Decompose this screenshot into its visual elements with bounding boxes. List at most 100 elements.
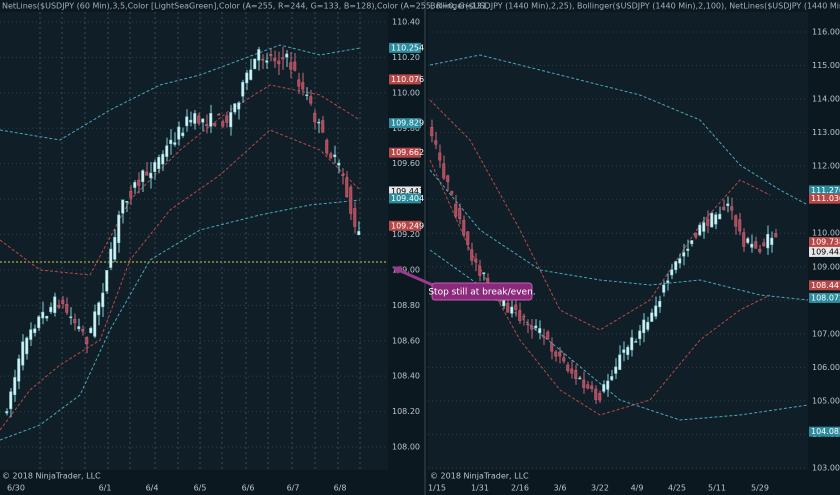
candle-body: [694, 233, 698, 238]
candle-body: [269, 54, 273, 57]
y-axis-label: 106.00: [812, 363, 840, 372]
candle-body: [530, 326, 534, 330]
price-badge-text: 109.738: [811, 238, 840, 247]
candle-body: [305, 94, 309, 97]
candle-body: [470, 249, 474, 261]
y-axis-label: 108.80: [392, 301, 420, 310]
price-badge-text: 104.083: [811, 427, 840, 436]
candle-body: [345, 177, 349, 197]
x-axis-label: 6/7: [287, 484, 300, 493]
candle-body: [53, 296, 57, 313]
candle-body: [197, 115, 201, 124]
candle-body: [430, 127, 434, 137]
x-axis-label: 4/9: [631, 484, 644, 493]
candle-body: [73, 318, 77, 324]
x-axis-label: 5/11: [708, 484, 726, 493]
candle-body: [506, 303, 510, 313]
price-badge-text: 110.254: [391, 43, 424, 52]
candle-body: [442, 163, 446, 179]
candle-body: [17, 358, 21, 382]
candle-body: [634, 341, 638, 343]
candle-body: [301, 82, 305, 90]
candle-body: [550, 343, 554, 352]
candle-body: [770, 237, 774, 245]
candle-body: [153, 162, 157, 172]
x-axis-label: 6/30: [7, 484, 25, 493]
candle-body: [353, 208, 357, 227]
candle-body: [201, 118, 205, 123]
candle-body: [125, 201, 129, 203]
candle-body: [674, 261, 678, 271]
candle-body: [766, 233, 770, 249]
y-axis-label: 113.00: [812, 128, 840, 137]
candle-body: [233, 103, 237, 113]
candle-body: [606, 380, 610, 390]
y-axis-label: 108.60: [392, 336, 420, 345]
candle-body: [738, 219, 742, 232]
price-badge-text: 111.030: [811, 194, 840, 203]
candle-body: [562, 357, 566, 362]
price-badge-text: 111.276: [811, 186, 840, 195]
annotation-box: [431, 282, 533, 301]
candle-body: [241, 81, 245, 97]
candle-body: [742, 232, 746, 247]
candle-body: [325, 139, 329, 154]
candle-body: [141, 170, 145, 182]
price-badge: [389, 147, 421, 158]
candle-body: [69, 316, 73, 318]
candle-body: [602, 384, 606, 392]
y-axis-label: 105.00: [812, 396, 840, 405]
candle-body: [245, 72, 249, 84]
candle-body: [558, 351, 562, 357]
price-badge: [809, 193, 840, 204]
candle-body: [570, 368, 574, 374]
y-axis-label: 109.60: [392, 159, 420, 168]
candle-body: [341, 174, 345, 176]
candle-body: [446, 175, 450, 183]
candle-body: [149, 172, 153, 179]
y-axis-label: 115.00: [812, 61, 840, 70]
candle-body: [526, 323, 530, 326]
price-badge: [809, 185, 840, 196]
candle-body: [145, 171, 149, 176]
annotation-arrow: [395, 267, 436, 288]
candle-body: [189, 119, 193, 123]
candle-body: [333, 154, 337, 158]
candle-body: [610, 376, 614, 381]
candle-body: [289, 62, 293, 70]
candle-body: [514, 304, 518, 310]
price-badge-text: 108.072: [811, 293, 840, 302]
candle-body: [61, 299, 65, 304]
candle-body: [730, 206, 734, 211]
candle-body: [458, 207, 462, 220]
left-plot: [0, 12, 388, 470]
candle-body: [253, 58, 257, 70]
candle-body: [181, 132, 185, 137]
candle-body: [77, 326, 81, 330]
candle-body: [670, 269, 674, 276]
candle-body: [165, 145, 169, 157]
candle-body: [89, 327, 93, 334]
x-axis-label: 1/31: [471, 484, 489, 493]
bollinger-mid-slow: [429, 169, 809, 301]
annotation-text: Stop still at break/even.: [428, 288, 535, 298]
candle-body: [133, 182, 137, 188]
price-badge-text: 109.662: [391, 148, 424, 157]
candle-body: [574, 370, 578, 379]
candle-body: [49, 306, 53, 313]
x-axis-label: 6/5: [194, 484, 207, 493]
candle-body: [237, 102, 241, 110]
candle-body: [614, 366, 618, 374]
x-axis-label: 3/22: [591, 484, 609, 493]
candle-body: [329, 153, 333, 159]
price-badge: [389, 193, 421, 204]
candle-body: [113, 236, 117, 260]
candle-body: [221, 121, 225, 127]
bollinger-upper: [0, 44, 361, 141]
candle-body: [33, 328, 37, 334]
candle-body: [229, 112, 233, 128]
y-axis-label: 109.00: [812, 262, 840, 271]
candle-body: [213, 122, 217, 126]
price-badge: [809, 292, 840, 303]
left-footer: © 2018 NinjaTrader, LLC: [2, 472, 101, 481]
